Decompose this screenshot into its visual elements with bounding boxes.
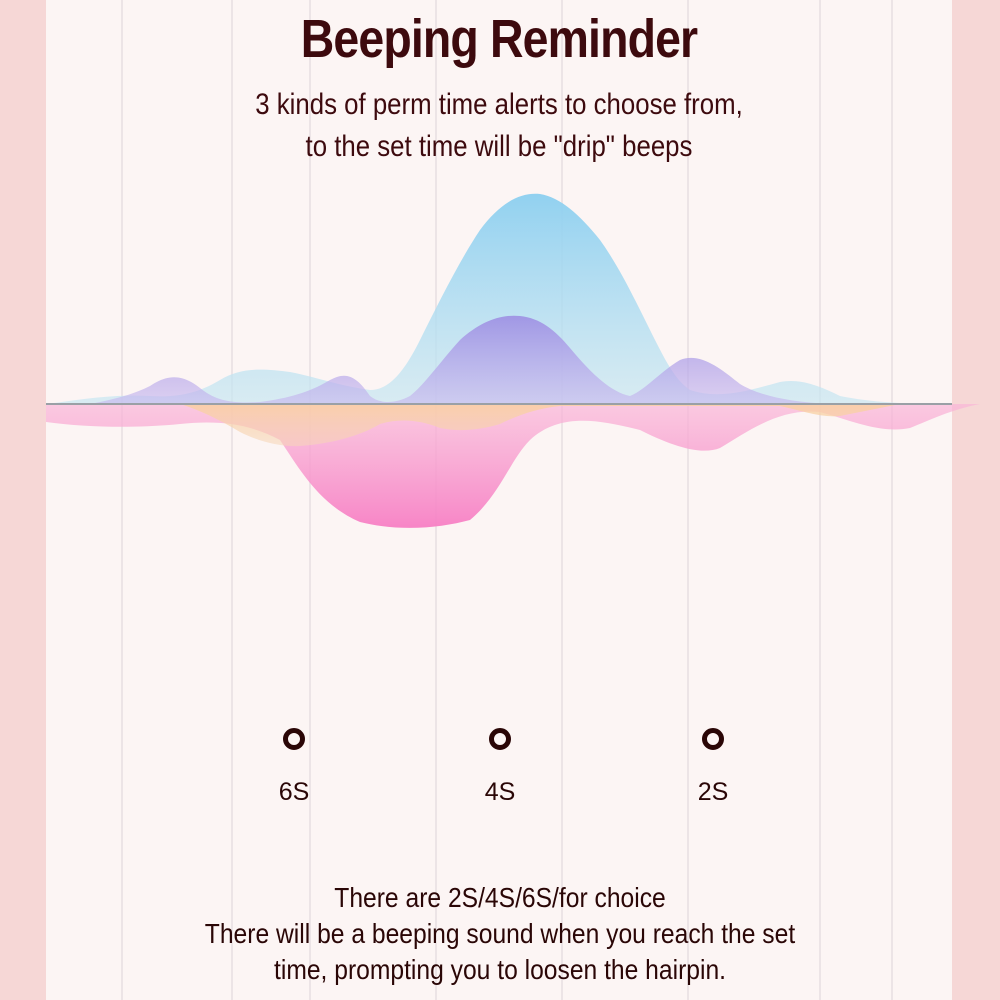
background-stripes: [121, 0, 893, 1000]
option-2s[interactable]: 2S: [653, 728, 773, 807]
wave-pink: [46, 404, 980, 528]
option-6s[interactable]: 6S: [234, 728, 354, 807]
footer-line-3: time, prompting you to loosen the hairpi…: [274, 954, 726, 985]
content-card: Beeping Reminder 3 kinds of perm time al…: [46, 0, 952, 1000]
radio-indicator-6s[interactable]: [283, 728, 305, 750]
option-label-2s: 2S: [697, 778, 729, 806]
option-label-6s: 6S: [278, 778, 310, 806]
wave-purple: [90, 315, 830, 404]
wave-orange: [180, 404, 900, 447]
footer-line-1: There are 2S/4S/6S/for choice: [334, 882, 666, 913]
wave-blue: [46, 193, 950, 404]
radio-indicator-4s[interactable]: [489, 728, 511, 750]
subtitle-line-2: to the set time will be "drip" beeps: [305, 130, 693, 163]
radio-indicator-2s[interactable]: [702, 728, 724, 750]
option-label-4s: 4S: [484, 778, 516, 806]
subtitle-line-1: 3 kinds of perm time alerts to choose fr…: [255, 88, 743, 121]
footer-line-2: There will be a beeping sound when you r…: [204, 918, 796, 949]
option-4s[interactable]: 4S: [440, 728, 560, 807]
page-title: Beeping Reminder: [300, 9, 698, 69]
